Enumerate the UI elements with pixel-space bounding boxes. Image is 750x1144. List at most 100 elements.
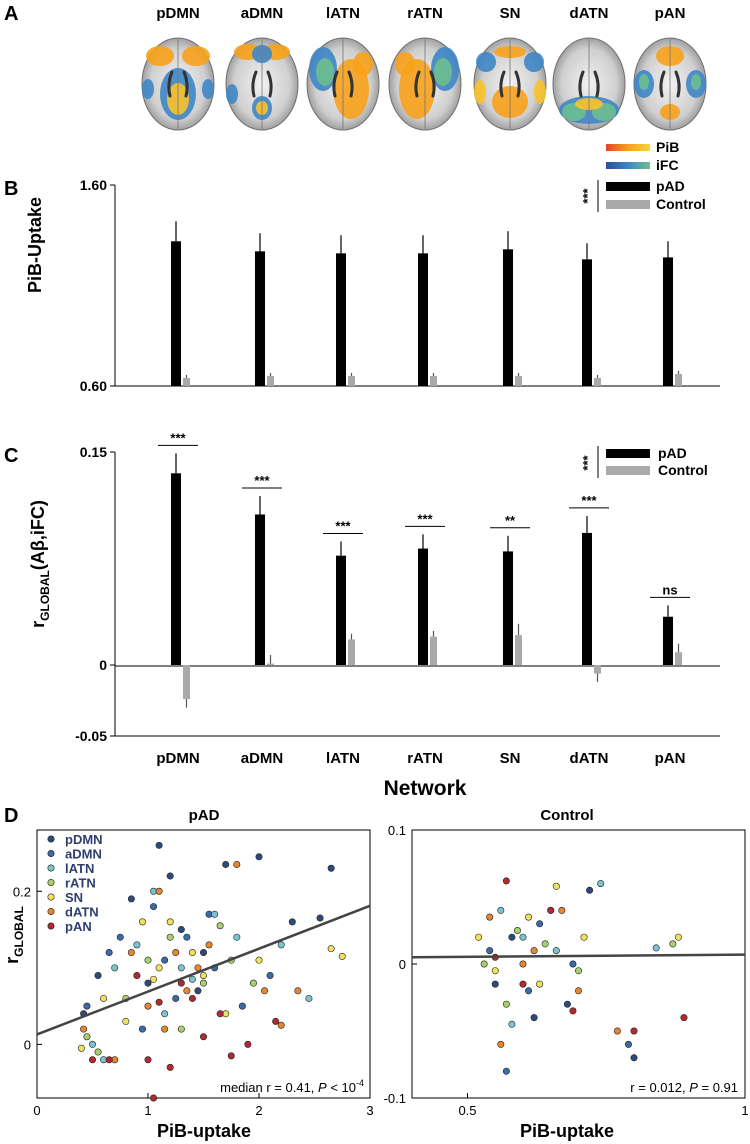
- ventricle-aDMN: [251, 70, 273, 98]
- dr-point-aDMN-9: [536, 920, 544, 928]
- dl-point-pDMN-5: [200, 949, 208, 957]
- dl-point-lATN-26: [89, 1040, 97, 1048]
- dl-frame: [36, 829, 371, 1099]
- dl-point-SN-57: [327, 945, 335, 953]
- c-sig-label-aDMN: ***: [254, 473, 270, 488]
- dr-point-rATN-21: [541, 940, 549, 948]
- b-bar-Control-rATN: [430, 375, 437, 386]
- dl-point-lATN-35: [161, 1010, 169, 1018]
- c-legend-swatch-pad: [606, 449, 650, 458]
- c-bar-Control-SN: [515, 635, 522, 665]
- dl-legend-label-aDMN: aDMN: [65, 847, 102, 862]
- activation-blob-SN-0: [476, 52, 496, 72]
- c-category-label-SN: SN: [500, 750, 521, 767]
- b-bar-Control-aDMN: [267, 375, 274, 386]
- dl-point-SN-56: [255, 956, 263, 964]
- dl-point-pDMN-13: [166, 872, 174, 880]
- pad-scatter-xlabel: PiB-uptake: [157, 1121, 251, 1141]
- dl-xtick-label: 2: [255, 1103, 262, 1118]
- b-bar-pAD-rATN: [418, 253, 428, 386]
- dl-point-SN-50: [122, 1017, 130, 1025]
- dl-point-pDMN-8: [288, 918, 296, 926]
- dr-point-pAN-44: [680, 1014, 688, 1022]
- dr-point-dATN-32: [486, 913, 494, 921]
- dr-point-pDMN-1: [530, 1014, 538, 1022]
- dl-point-lATN-32: [233, 933, 241, 941]
- c-bar-Control-dATN: [594, 665, 601, 674]
- dl-point-pDMN-10: [327, 864, 335, 872]
- dl-point-pAN-81: [200, 1033, 208, 1041]
- b-bar-Control-pDMN: [183, 377, 190, 386]
- dl-legend-marker-dATN: [47, 907, 55, 915]
- dl-point-pDMN-4: [177, 926, 185, 934]
- dl-point-pAN-78: [150, 1094, 158, 1102]
- c-sig-label-lATN: ***: [335, 518, 351, 533]
- dr-point-pAN-40: [519, 980, 527, 988]
- c-sig-label-pAN: ns: [662, 582, 677, 597]
- panel-d-right-scatter: 0.5 1 0.1 0 -0.1: [384, 823, 749, 1118]
- dr-point-SN-31: [536, 980, 544, 988]
- panel-label-c: C: [4, 445, 18, 467]
- dl-point-pAN-85: [272, 1017, 280, 1025]
- dr-point-aDMN-8: [502, 1067, 510, 1075]
- c-category-label-aDMN: aDMN: [241, 750, 284, 767]
- pad-scatter-ylabel: rGLOBAL: [2, 906, 26, 964]
- dl-legend-marker-rATN: [47, 878, 55, 886]
- pad-scatter-title: pAD: [189, 807, 220, 824]
- dl-point-dATN-69: [261, 987, 269, 995]
- dr-point-pDMN-5: [491, 980, 499, 988]
- activation-blob-rATN-3: [395, 52, 415, 76]
- dl-point-pAN-77: [144, 1056, 152, 1064]
- dr-point-aDMN-11: [624, 1040, 632, 1048]
- dl-point-SN-52: [155, 964, 163, 972]
- ifc-gradient-swatch: [606, 162, 650, 169]
- dl-point-rATN-44: [249, 979, 257, 987]
- dl-point-dATN-73: [127, 949, 135, 957]
- dl-legend-marker-pDMN: [47, 835, 55, 843]
- ventricle-lATN: [332, 70, 354, 98]
- panel-c-ylabel: rGLOBAL(Aβ,iFC): [28, 500, 52, 628]
- b-bar-pAD-aDMN: [255, 251, 265, 386]
- ventricle-rATN: [414, 70, 436, 98]
- dl-point-dATN-64: [155, 887, 163, 895]
- panel-label-a: A: [4, 3, 18, 25]
- control-scatter-xlabel: PiB-uptake: [520, 1121, 614, 1141]
- b-legend-label-pad: pAD: [656, 178, 685, 194]
- b-ytick-label: 0.60: [80, 378, 107, 394]
- pib-gradient-swatch: [606, 144, 650, 151]
- c-bar-pAD-pAN: [663, 616, 673, 665]
- activation-blob-pDMN-0: [146, 46, 174, 66]
- dr-point-SN-28: [552, 882, 560, 890]
- dr-point-dATN-38: [519, 960, 527, 968]
- panel-b-ylabel: PiB-Uptake: [25, 197, 45, 293]
- c-bar-Control-aDMN: [267, 663, 274, 665]
- dl-xtick-label: 1: [144, 1103, 151, 1118]
- dl-point-rATN-41: [166, 933, 174, 941]
- dl-point-dATN-72: [161, 1025, 169, 1033]
- network-title-aDMN: aDMN: [241, 5, 284, 22]
- dl-legend-label-pAN: pAN: [65, 919, 92, 934]
- c-category-label-pDMN: pDMN: [156, 750, 199, 767]
- dl-point-aDMN-14: [83, 1002, 91, 1010]
- c-bar-pAD-SN: [503, 551, 513, 665]
- b-bar-pAD-pDMN: [171, 241, 181, 386]
- dr-point-SN-25: [475, 933, 483, 941]
- dr-point-lATN-14: [519, 933, 527, 941]
- dl-point-rATN-42: [200, 979, 208, 987]
- ventricle-SN: [499, 70, 521, 98]
- c-bar-Control-pDMN: [183, 665, 190, 700]
- activation-blob-SN-4: [474, 80, 486, 104]
- dr-point-pDMN-6: [563, 1000, 571, 1008]
- dl-point-dATN-63: [144, 1002, 152, 1010]
- c-bar-pAD-rATN: [418, 548, 428, 665]
- dl-point-aDMN-16: [116, 933, 124, 941]
- dr-point-rATN-24: [502, 1000, 510, 1008]
- dr-point-dATN-35: [558, 906, 566, 914]
- control-scatter-title: Control: [540, 807, 593, 824]
- dr-ytick-label: 0.1: [388, 823, 406, 838]
- network-title-pDMN: pDMN: [156, 5, 199, 22]
- c-category-label-rATN: rATN: [407, 750, 443, 767]
- dr-point-dATN-33: [497, 1040, 505, 1048]
- dl-point-dATN-70: [277, 1021, 285, 1029]
